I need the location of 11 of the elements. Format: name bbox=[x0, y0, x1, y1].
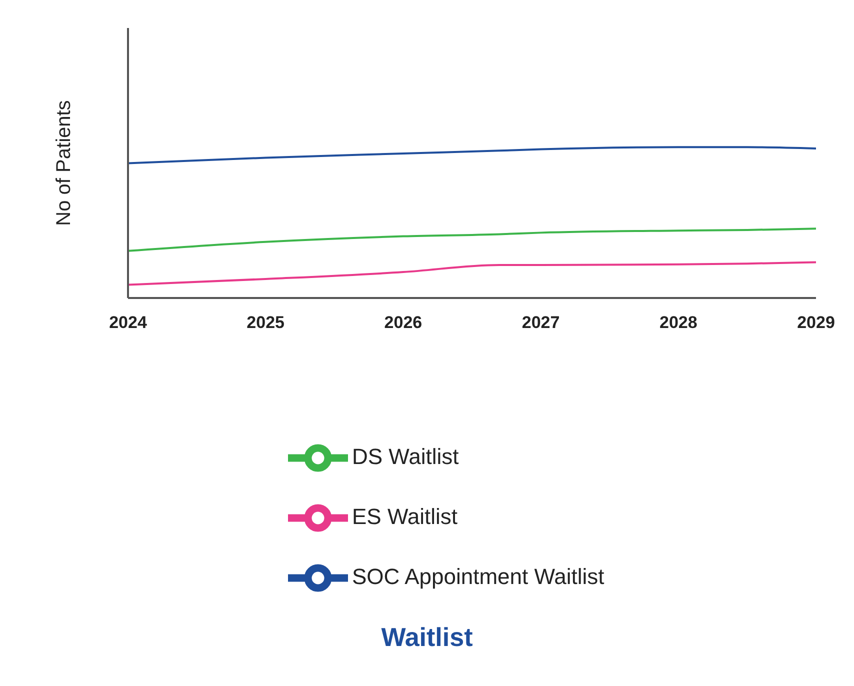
x-tick-label: 2029 bbox=[797, 313, 835, 332]
x-tick-label: 2026 bbox=[384, 313, 422, 332]
x-tick-label: 2027 bbox=[522, 313, 560, 332]
legend-label: DS Waitlist bbox=[352, 444, 459, 469]
legend-label: SOC Appointment Waitlist bbox=[352, 564, 604, 589]
text: Waitlist bbox=[380, 622, 474, 653]
x-tick-label: 2025 bbox=[246, 313, 285, 332]
x-tick-label: 2028 bbox=[659, 313, 698, 332]
y-axis-title: No of Patients bbox=[53, 100, 76, 226]
x-tick-label: 2024 bbox=[109, 313, 148, 332]
legend-label: ES Waitlist bbox=[352, 504, 458, 529]
